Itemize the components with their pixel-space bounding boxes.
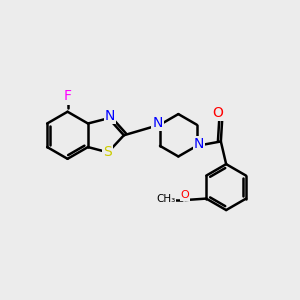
Text: N: N xyxy=(194,137,204,152)
Text: O: O xyxy=(181,190,189,200)
Text: N: N xyxy=(152,116,163,130)
Text: CH₃: CH₃ xyxy=(156,194,176,204)
Text: F: F xyxy=(64,89,72,103)
Text: O: O xyxy=(212,106,223,120)
Text: S: S xyxy=(103,146,112,159)
Text: N: N xyxy=(105,109,115,123)
